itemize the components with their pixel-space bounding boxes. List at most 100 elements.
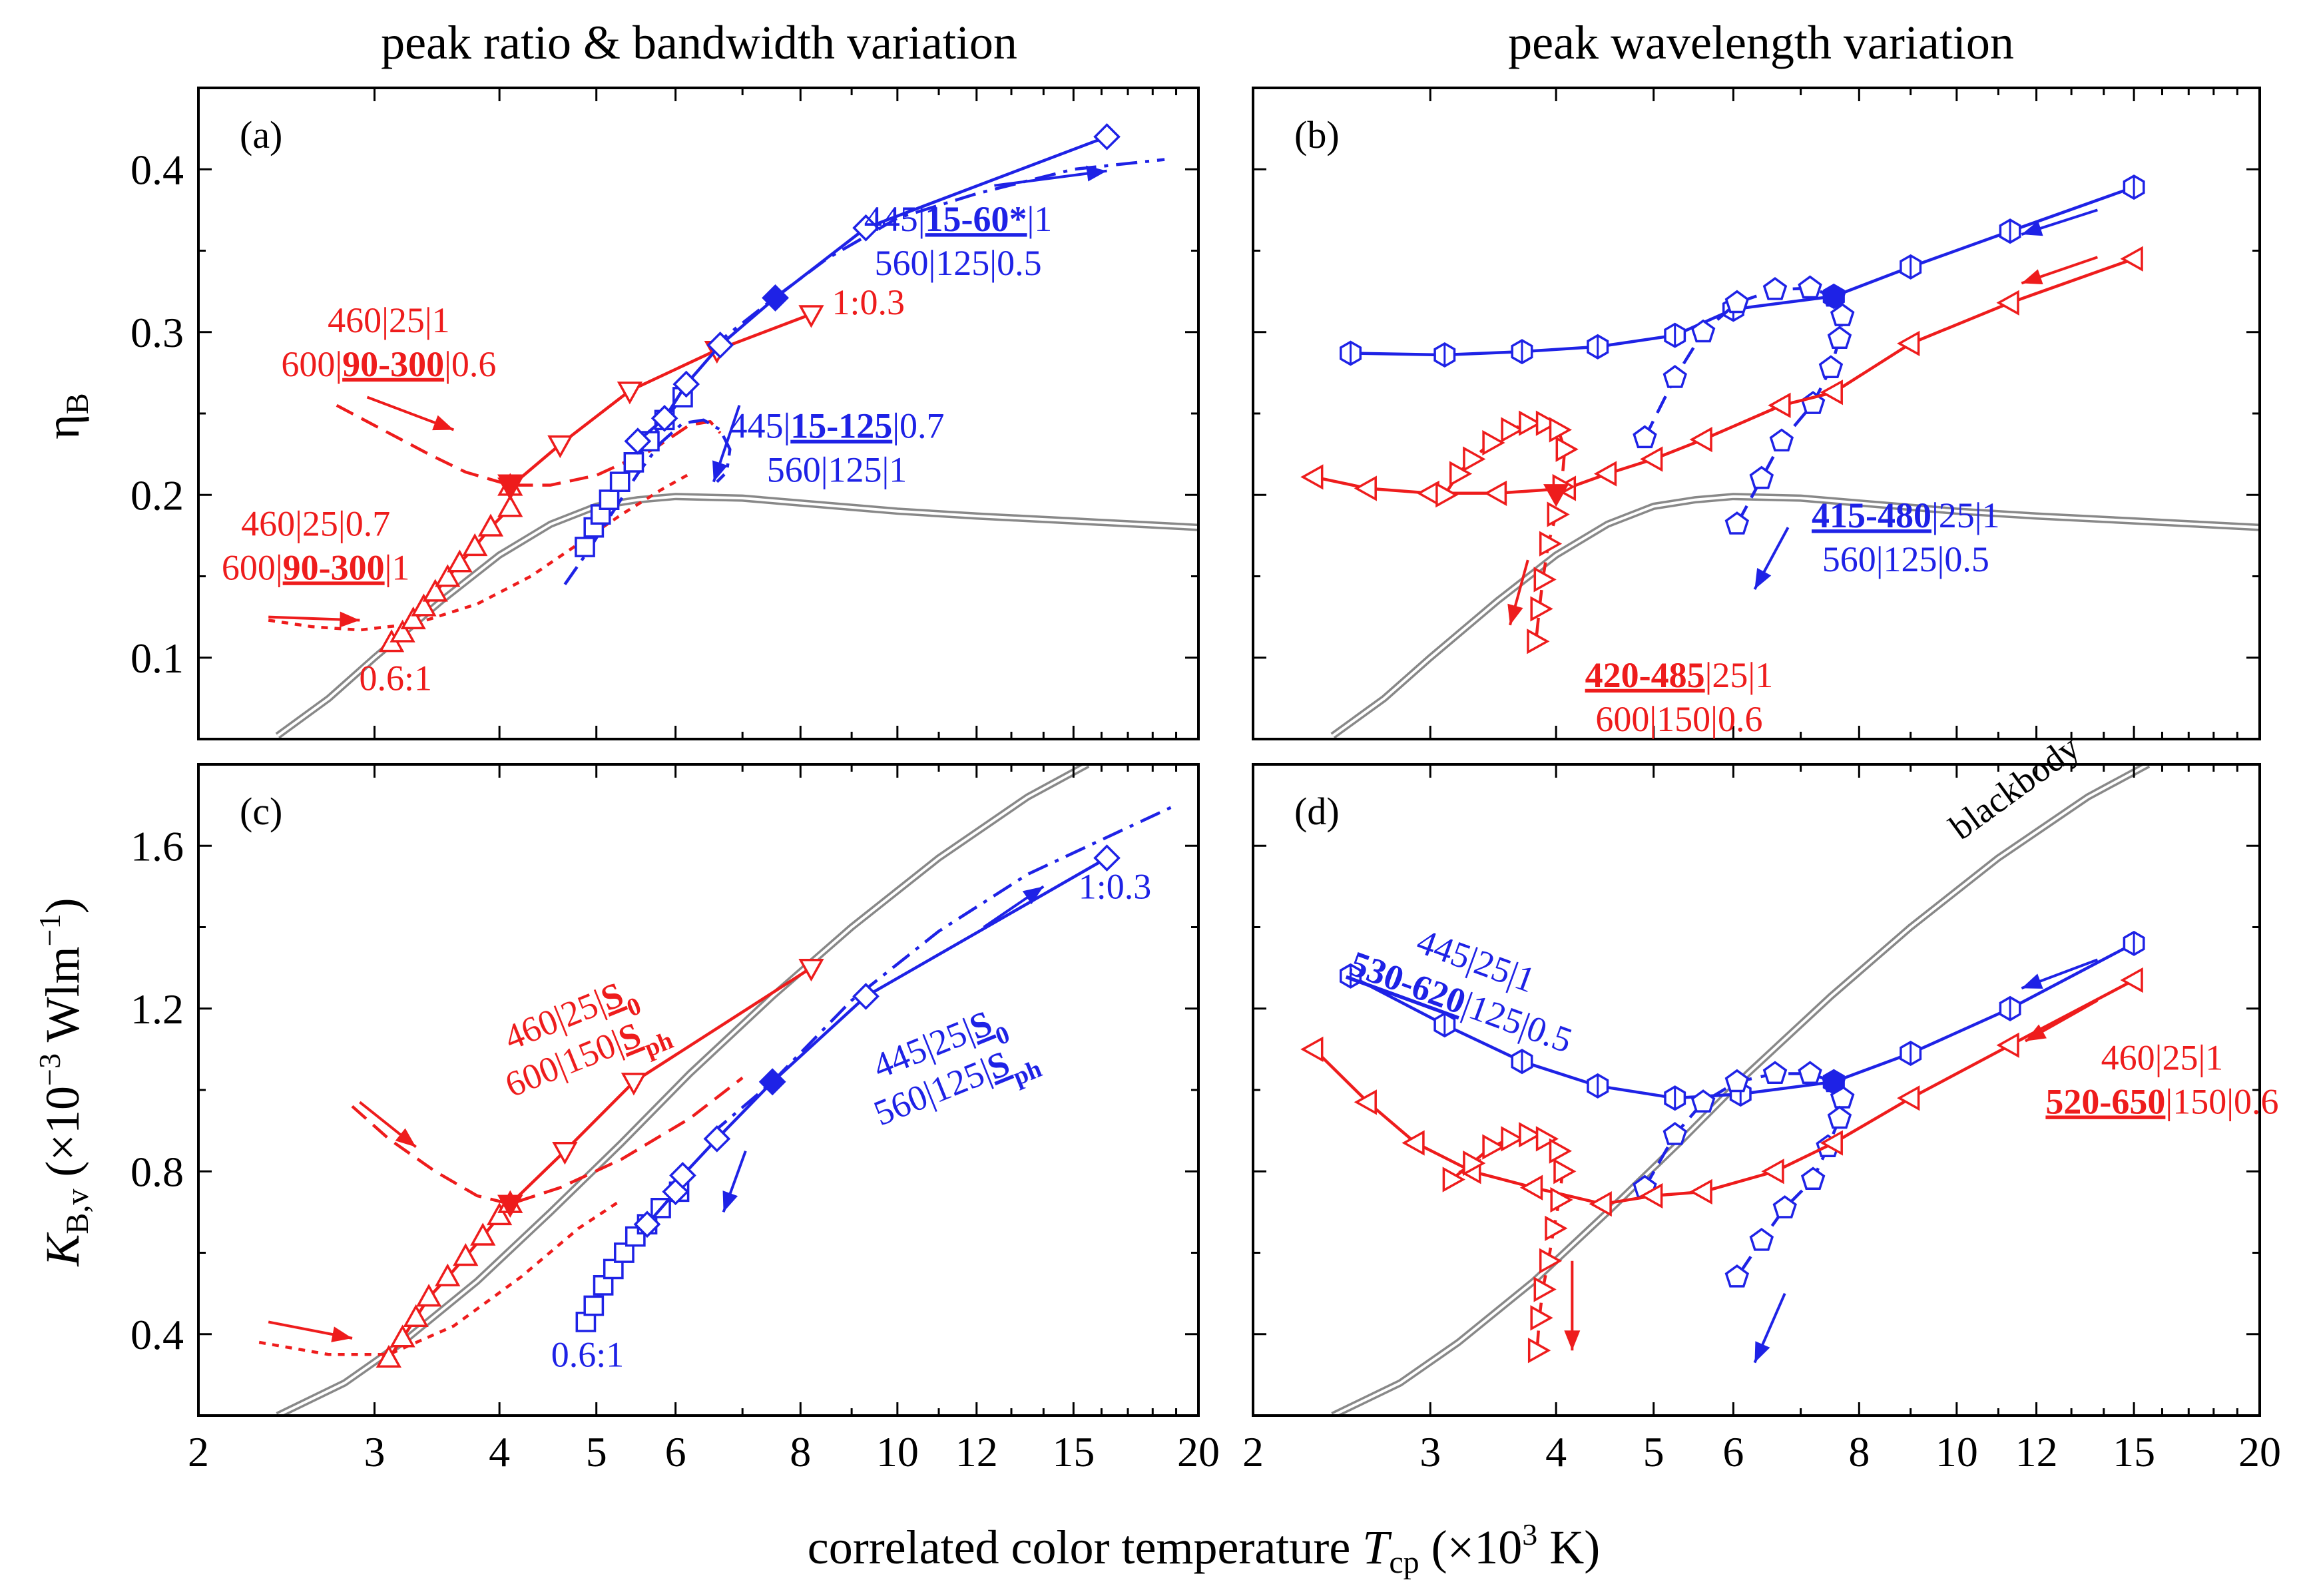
annotation-a-4-part: 600|: [222, 547, 283, 587]
data-point-d-1-11: [1772, 1195, 1797, 1218]
annotation-a-1: 460|25|1 600|90-300|0.6: [281, 300, 496, 384]
arrow-c-3-head: [722, 1191, 738, 1212]
data-point-b-3-10: [1547, 501, 1570, 527]
data-point-a-3-4: [798, 305, 824, 328]
data-point-b-2-9: [1820, 380, 1843, 405]
arrow-c-2-head: [331, 1326, 353, 1342]
data-point-c-2-1: [389, 1324, 415, 1348]
panel-label-a: (a): [240, 113, 282, 156]
data-point-d-2-10: [1897, 1085, 1920, 1111]
data-point-b-1-8: [1827, 326, 1852, 350]
annotation-b-1-part: |25|1: [1705, 655, 1774, 695]
arrow-d-0-head: [2021, 973, 2043, 989]
data-point-b-2-10: [1897, 330, 1920, 356]
data-point-a-3-2: [617, 382, 643, 405]
annotation-a-1-part: |0.6: [444, 344, 496, 384]
panel-c: 2 3 4 5 6 8 10 12 15 20 0.4 0.8 1.2 1.6 (c) 1:0.3 0.6:1 4…: [130, 763, 1220, 1475]
x-tick-label-d-0: 2: [1242, 1428, 1264, 1475]
annotation-b-1-part: 420-485: [1585, 655, 1705, 695]
data-point-c-6-6: [1093, 844, 1121, 872]
arrow-c-0-head: [1022, 886, 1044, 905]
annotation-d-0-part: 460|25|1: [2101, 1037, 2224, 1077]
annotation-a-3-part: 15-125: [790, 406, 892, 446]
y-tick-label-c-0: 0.4: [130, 1311, 184, 1358]
annotation-a-2: 1:0.3: [832, 282, 905, 322]
data-point-a-7-1: [650, 405, 678, 432]
rotated-annotation-c-1-part: ph: [1009, 1055, 1046, 1091]
data-point-b-1-11: [1769, 428, 1794, 452]
data-point-a-7-0: [624, 427, 652, 455]
plot-area-b: [1300, 174, 2260, 739]
data-point-b-1-3: [1724, 290, 1750, 314]
filled-marker-d-0: [1822, 1069, 1845, 1095]
data-point-d-3-13: [1527, 1338, 1551, 1364]
annotation-a-4: 460|25|0.7 600|90-300|1: [222, 503, 410, 587]
data-point-d-1-3: [1724, 1069, 1750, 1093]
arrow-a-0-head: [1086, 165, 1107, 182]
arrow-d-2-head: [1754, 1341, 1770, 1363]
data-point-b-3-3: [1482, 429, 1505, 456]
panel-label-b: (b): [1294, 113, 1340, 156]
series-line-c-0: [351, 1076, 744, 1206]
data-point-a-2-1: [389, 619, 415, 643]
data-point-b-3-13: [1530, 596, 1553, 622]
series-line-a-1: [268, 472, 691, 632]
series-line-a-0: [336, 403, 722, 487]
data-point-c-3-2: [621, 1073, 647, 1096]
data-point-d-3-9: [1545, 1215, 1568, 1241]
data-point-b-3-5: [1519, 410, 1542, 436]
annotation-b-1-part: 600|150|0.6: [1595, 699, 1762, 739]
arrow-a-2-head: [339, 611, 360, 628]
data-point-b-2-8: [1768, 392, 1791, 418]
data-point-d-1-8: [1827, 1105, 1852, 1129]
data-point-c-2-6: [470, 1222, 496, 1246]
annotation-a-3-part: |0.7: [892, 406, 944, 446]
data-point-b-1-13: [1724, 511, 1750, 535]
y-tick-label-a-0: 0.1: [130, 635, 184, 682]
data-point-d-3-2: [1482, 1134, 1505, 1160]
rotated-annotation-d-1-part: blackbody: [1942, 727, 2087, 848]
data-point-a-2-4: [422, 579, 448, 602]
x-tick-label-c-1: 3: [364, 1428, 385, 1475]
data-point-c-2-3: [416, 1284, 442, 1307]
data-point-c-6-5: [852, 983, 880, 1010]
panel-label-c: (c): [240, 790, 282, 833]
data-point-b-2-6: [1640, 446, 1663, 472]
x-tick-label-c-8: 15: [1052, 1428, 1095, 1475]
x-tick-label-d-3: 5: [1643, 1428, 1664, 1475]
panel-label-d: (d): [1294, 790, 1340, 833]
data-point-d-3-4: [1519, 1122, 1542, 1148]
y-axis-title-bottom: KB,v (×10−3 Wlm−1): [33, 898, 95, 1266]
data-point-b-3-4: [1501, 417, 1524, 443]
data-point-a-2-9: [497, 494, 523, 517]
annotation-b-0-part: 560|125|0.5: [1822, 539, 1989, 579]
x-tick-label-d-9: 20: [2238, 1428, 2281, 1475]
data-point-c-6-3: [703, 1125, 731, 1153]
data-point-d-2-12: [2120, 967, 2143, 993]
x-tick-label-c-9: 20: [1177, 1428, 1220, 1475]
arrow-a-3-head: [712, 460, 728, 482]
data-point-d-3-3: [1501, 1126, 1524, 1152]
x-tick-label-c-5: 8: [790, 1428, 811, 1475]
data-point-b-3-14: [1527, 629, 1550, 655]
series-line-c-3: [509, 966, 812, 1205]
y-tick-label-a-1: 0.2: [130, 471, 184, 519]
y-tick-label-c-3: 1.6: [130, 822, 184, 870]
x-tick-label-c-4: 6: [665, 1428, 686, 1475]
x-tick-label-c-2: 4: [489, 1428, 510, 1475]
rotated-annotation-d-1: blackbody: [1942, 727, 2087, 848]
annotation-c-0: 1:0.3: [1079, 867, 1152, 907]
rotated-annotation-c-0: 460|25|S0600|150|Sph: [483, 963, 677, 1116]
annotation-d-0-part: 520-650: [2045, 1081, 2165, 1121]
data-point-b-1-4: [1762, 277, 1788, 300]
data-point-d-2-6: [1640, 1183, 1663, 1209]
data-point-c-2-4: [435, 1263, 461, 1286]
x-tick-label-d-4: 6: [1722, 1428, 1744, 1475]
data-point-b-1-0: [1633, 425, 1657, 449]
data-point-b-2-12: [2120, 246, 2143, 272]
data-point-d-2-9: [1820, 1130, 1843, 1156]
data-point-c-6-0: [633, 1210, 661, 1238]
filled-marker-b-0: [1822, 283, 1845, 310]
